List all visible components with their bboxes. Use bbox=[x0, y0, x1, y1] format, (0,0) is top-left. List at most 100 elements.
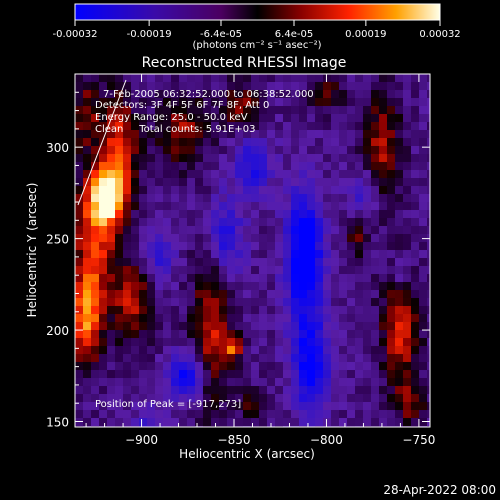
heatmap-cell bbox=[123, 226, 132, 235]
heatmap-cell bbox=[211, 154, 220, 163]
heatmap-cell bbox=[211, 242, 220, 251]
heatmap-cell bbox=[179, 146, 188, 155]
heatmap-cell bbox=[179, 130, 188, 139]
heatmap-cell bbox=[123, 346, 132, 355]
heatmap-cell bbox=[139, 98, 148, 107]
heatmap-cell bbox=[427, 266, 430, 275]
heatmap-cell bbox=[323, 162, 332, 171]
heatmap-cell bbox=[123, 114, 132, 123]
heatmap-cell bbox=[323, 226, 332, 235]
heatmap-cell bbox=[291, 362, 300, 371]
heatmap-cell bbox=[251, 90, 260, 99]
heatmap-cell bbox=[427, 122, 430, 131]
heatmap-cell bbox=[403, 178, 412, 187]
heatmap-cell bbox=[355, 202, 364, 211]
heatmap-cell bbox=[123, 106, 132, 115]
heatmap-cell bbox=[251, 178, 260, 187]
heatmap-cell bbox=[347, 226, 356, 235]
heatmap-cell bbox=[283, 74, 292, 83]
heatmap-cell bbox=[379, 170, 388, 179]
heatmap-cell bbox=[243, 298, 252, 307]
heatmap-cell bbox=[299, 330, 308, 339]
heatmap-cell bbox=[267, 154, 276, 163]
heatmap-cell bbox=[195, 386, 204, 395]
heatmap-cell bbox=[115, 362, 124, 371]
heatmap-cell bbox=[251, 138, 260, 147]
heatmap-cell bbox=[171, 218, 180, 227]
heatmap-cell bbox=[147, 298, 156, 307]
heatmap-cell bbox=[379, 394, 388, 403]
heatmap-cell bbox=[99, 114, 108, 123]
heatmap-cell bbox=[139, 194, 148, 203]
heatmap-cell bbox=[267, 282, 276, 291]
heatmap-cell bbox=[331, 98, 340, 107]
heatmap-cell bbox=[235, 370, 244, 379]
heatmap-cell bbox=[339, 338, 348, 347]
heatmap-cell bbox=[123, 370, 132, 379]
heatmap-cell bbox=[251, 394, 260, 403]
heatmap-cell bbox=[403, 114, 412, 123]
heatmap-cell bbox=[83, 98, 92, 107]
heatmap-cell bbox=[147, 146, 156, 155]
heatmap-cell bbox=[427, 258, 430, 267]
heatmap-cell bbox=[131, 386, 140, 395]
heatmap-cell bbox=[147, 418, 156, 427]
heatmap-cell bbox=[99, 178, 108, 187]
heatmap-cell bbox=[203, 154, 212, 163]
heatmap-cell bbox=[115, 282, 124, 291]
heatmap-cell bbox=[347, 210, 356, 219]
heatmap-cell bbox=[211, 274, 220, 283]
heatmap-cell bbox=[347, 274, 356, 283]
heatmap-cell bbox=[115, 210, 124, 219]
heatmap-cell bbox=[299, 90, 308, 99]
heatmap-cell bbox=[395, 282, 404, 291]
heatmap-cell bbox=[203, 274, 212, 283]
heatmap-cell bbox=[75, 322, 84, 331]
heatmap-cell bbox=[387, 178, 396, 187]
heatmap-cell bbox=[227, 186, 236, 195]
heatmap-cell bbox=[227, 74, 236, 83]
heatmap-cell bbox=[203, 258, 212, 267]
heatmap-cell bbox=[171, 250, 180, 259]
heatmap-cell bbox=[187, 258, 196, 267]
heatmap-cell bbox=[307, 354, 316, 363]
heatmap-cell bbox=[427, 418, 430, 427]
heatmap-cell bbox=[115, 154, 124, 163]
heatmap-cell bbox=[131, 202, 140, 211]
heatmap-cell bbox=[195, 378, 204, 387]
heatmap-cell bbox=[171, 98, 180, 107]
heatmap-cell bbox=[251, 218, 260, 227]
heatmap-cell bbox=[355, 282, 364, 291]
heatmap-cell bbox=[283, 354, 292, 363]
heatmap-cell bbox=[339, 194, 348, 203]
heatmap-cell bbox=[91, 130, 100, 139]
heatmap-cell bbox=[411, 178, 420, 187]
heatmap-cell bbox=[347, 130, 356, 139]
heatmap-cell bbox=[155, 394, 164, 403]
heatmap-cell bbox=[355, 394, 364, 403]
heatmap-cell bbox=[139, 266, 148, 275]
heatmap-cell bbox=[363, 218, 372, 227]
heatmap-cell bbox=[107, 346, 116, 355]
heatmap-cell bbox=[131, 394, 140, 403]
heatmap-cell bbox=[163, 178, 172, 187]
heatmap-cell bbox=[139, 154, 148, 163]
heatmap-cell bbox=[379, 266, 388, 275]
heatmap-cell bbox=[283, 330, 292, 339]
heatmap-cell bbox=[219, 354, 228, 363]
heatmap-cell bbox=[155, 338, 164, 347]
colorbar-tick-label: -0.00019 bbox=[127, 29, 172, 40]
heatmap-cell bbox=[339, 290, 348, 299]
heatmap-cell bbox=[163, 114, 172, 123]
heatmap-cell bbox=[363, 250, 372, 259]
heatmap-cell bbox=[203, 242, 212, 251]
heatmap-cell bbox=[219, 90, 228, 99]
heatmap-cell bbox=[259, 378, 268, 387]
heatmap-cell bbox=[323, 338, 332, 347]
heatmap-cell bbox=[115, 114, 124, 123]
heatmap-cell bbox=[323, 138, 332, 147]
heatmap-cell bbox=[235, 314, 244, 323]
heatmap-cell bbox=[339, 370, 348, 379]
heatmap-cell bbox=[123, 234, 132, 243]
heatmap-cell bbox=[307, 170, 316, 179]
